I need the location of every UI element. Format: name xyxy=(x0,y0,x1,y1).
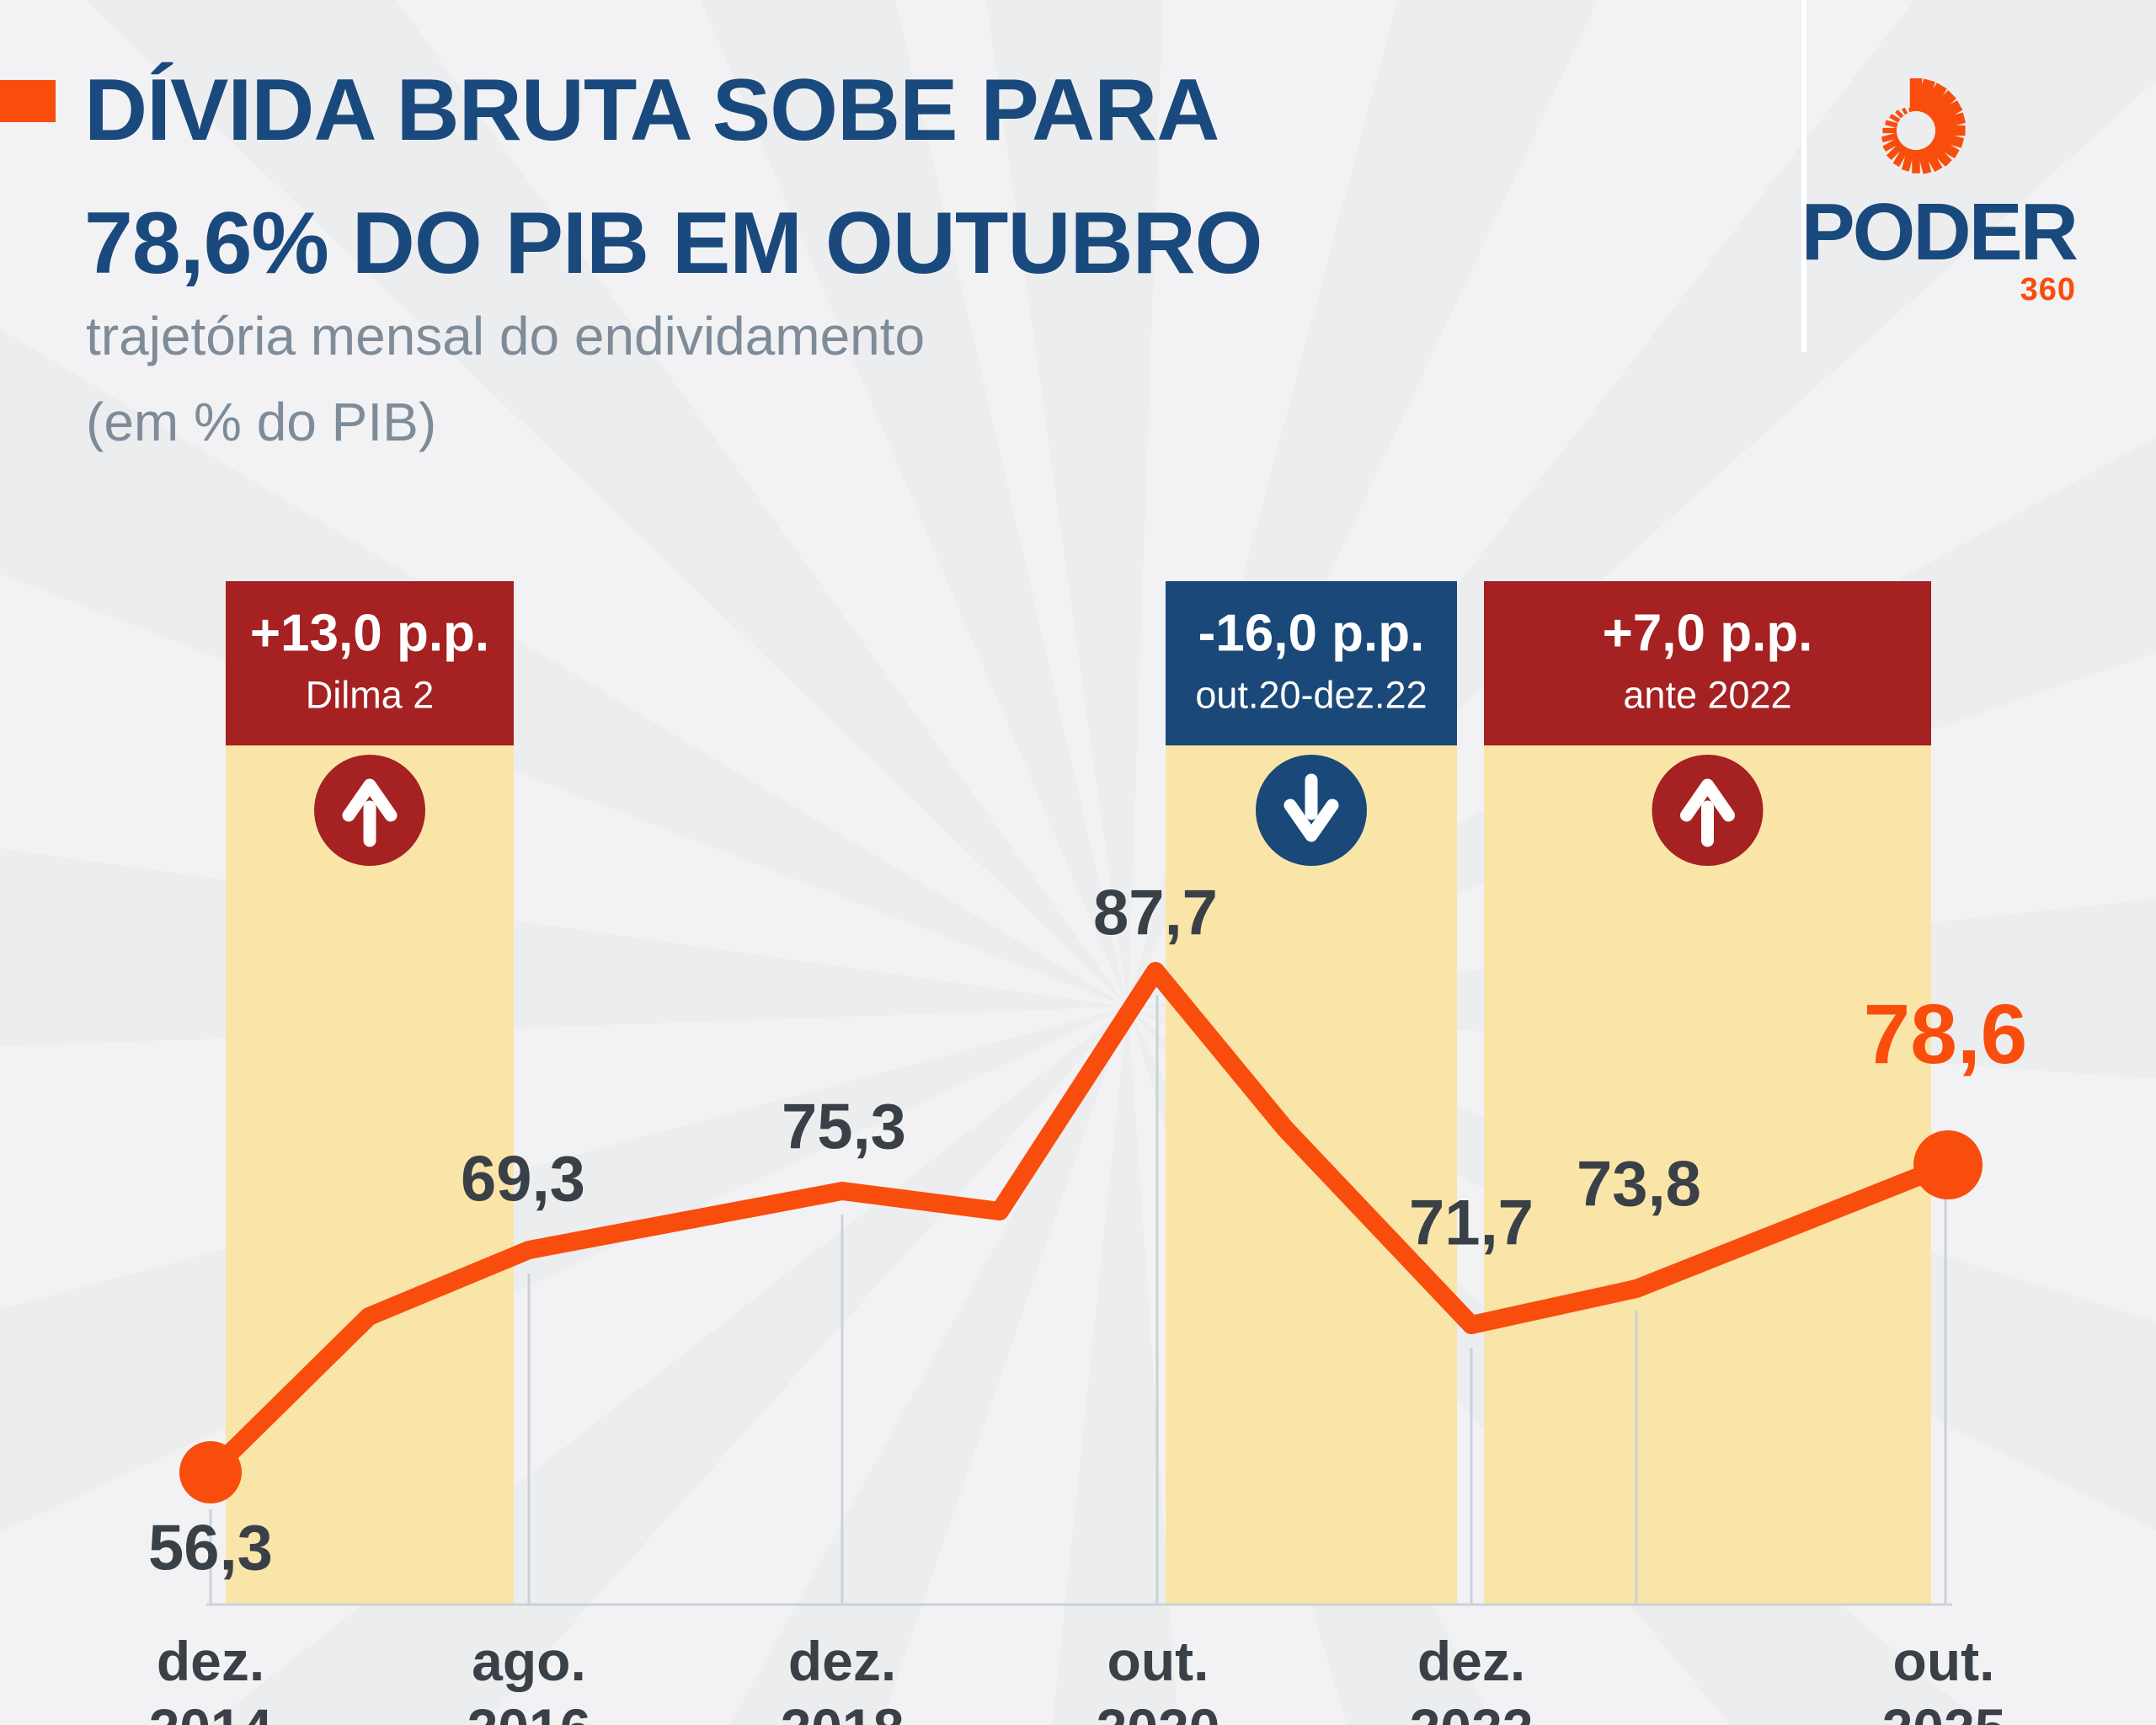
sunburst-ray xyxy=(1901,148,1915,172)
sunburst-ray xyxy=(1915,78,1935,114)
sunburst-ray xyxy=(1930,136,1960,159)
band-period-label: Dilma 2 xyxy=(306,674,435,717)
sunburst-ray xyxy=(1885,120,1898,128)
band-area xyxy=(1484,745,1931,1605)
sunburst-ray xyxy=(1881,132,1898,143)
band-delta-label: -16,0 p.p. xyxy=(1198,605,1425,663)
poder360-logo: PODER 360 xyxy=(1756,74,2079,307)
poder360-badge: 360 xyxy=(2020,272,2076,307)
band-period-label: ante 2022 xyxy=(1623,674,1791,717)
value-label: 75,3 xyxy=(782,1092,906,1163)
x-axis-year-label: 2022 xyxy=(1410,1697,1534,1725)
arrow-head xyxy=(1283,798,1339,842)
value-label: 87,7 xyxy=(1093,878,1218,949)
sunburst-ray xyxy=(1912,150,1920,174)
debt-line-series xyxy=(201,962,1957,1482)
band-delta-label: +7,0 p.p. xyxy=(1603,605,1813,663)
sunburst-ray xyxy=(1886,142,1905,161)
page-title-line2: 78,6% DO PIB EM OUTUBRO xyxy=(84,195,1263,292)
sunburst-ray xyxy=(1921,145,1943,173)
x-axis-month-label: dez. xyxy=(1417,1630,1525,1692)
band-area xyxy=(1166,745,1457,1605)
x-axis-year-label: 2016 xyxy=(467,1697,591,1725)
highlight-band-2: -16,0 p.p. out.20-dez.22 xyxy=(1166,581,1457,1605)
x-axis-month-label: out. xyxy=(1107,1630,1209,1692)
sunburst-ray xyxy=(1882,127,1897,134)
sunburst-ray xyxy=(1925,90,1956,121)
page-subtitle: trajetória mensal do endividamento (em %… xyxy=(86,293,925,465)
value-label: 69,3 xyxy=(461,1144,585,1215)
page-subtitle-line1: trajetória mensal do endividamento xyxy=(86,306,926,366)
arrow-head xyxy=(1680,778,1735,822)
sunburst-ray xyxy=(1889,114,1901,123)
highlight-band-3: +7,0 p.p. ante 2022 xyxy=(1484,581,1931,1605)
logo-separator-line xyxy=(1801,0,1806,352)
value-label: 73,8 xyxy=(1577,1149,1701,1220)
sunburst-ray xyxy=(1920,83,1947,117)
x-axis-year-label: 2025 xyxy=(1882,1697,2006,1725)
x-axis-month-label: dez. xyxy=(788,1630,896,1692)
band-header xyxy=(1166,581,1457,745)
page-title-line1: DÍVIDA BRUTA SOBE PARA xyxy=(84,61,1219,159)
data-point-dot xyxy=(179,1441,242,1503)
sunburst-ray xyxy=(1892,145,1910,168)
data-point-dot xyxy=(1913,1130,1983,1199)
x-axis-month-label: dez. xyxy=(157,1630,264,1692)
page-subtitle-line2: (em % do PIB) xyxy=(86,392,437,452)
poder360-wordmark: PODER xyxy=(1801,187,2079,277)
page-title: DÍVIDA BRUTA SOBE PARA 78,6% DO PIB EM O… xyxy=(84,44,1263,310)
title-accent-square xyxy=(0,80,56,122)
arrow-down-icon xyxy=(1283,773,1339,842)
x-axis-month-label: ago. xyxy=(472,1630,586,1692)
arrow-up-icon xyxy=(1680,778,1735,847)
poder360-sunburst-icon xyxy=(1881,78,1967,174)
x-axis-year-label: 2018 xyxy=(781,1697,905,1725)
highlight-band-1: +13,0 p.p. Dilma 2 xyxy=(226,581,514,1605)
value-label: 56,3 xyxy=(148,1513,273,1584)
band-area xyxy=(226,745,514,1605)
arrow-up-icon xyxy=(342,778,398,847)
band-header xyxy=(226,581,514,745)
sunburst-ray xyxy=(1926,141,1952,167)
sunburst-ray xyxy=(1933,131,1965,148)
sunburst-ray xyxy=(1917,147,1932,174)
band-header xyxy=(1484,581,1931,745)
sunburst-ray xyxy=(1901,107,1908,115)
sunburst-ray xyxy=(1895,109,1904,119)
value-label-latest: 78,6 xyxy=(1864,987,2028,1081)
x-axis-year-label: 2020 xyxy=(1097,1697,1220,1725)
band-delta-label: +13,0 p.p. xyxy=(250,605,489,663)
x-axis-month-label: out. xyxy=(1893,1630,1995,1692)
band-period-label: out.20-dez.22 xyxy=(1195,674,1427,717)
sunburst-ray xyxy=(1908,107,1913,113)
arrow-head xyxy=(342,778,398,822)
sunburst-ray xyxy=(1882,137,1901,152)
value-label: 71,7 xyxy=(1409,1188,1534,1259)
x-axis-year-label: 2014 xyxy=(149,1697,273,1725)
